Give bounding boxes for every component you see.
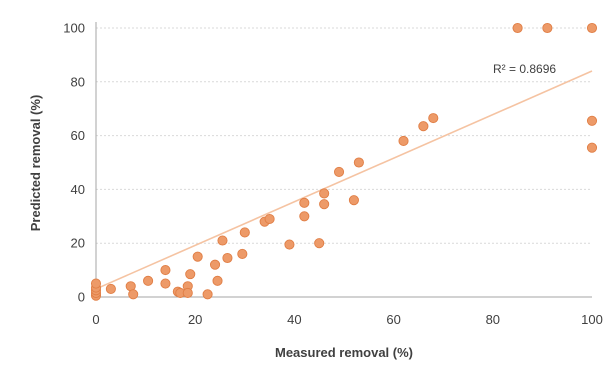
y-tick-label: 0 [78,290,85,305]
x-tick-label: 60 [386,312,400,327]
data-point [264,213,275,225]
data-point [398,135,409,147]
trendline [95,70,593,290]
data-point [542,22,553,34]
data-point [428,113,439,124]
data-point [217,235,228,246]
data-point [90,278,102,289]
data-point [105,283,116,294]
x-tick-label: 80 [486,312,500,327]
data-point [512,22,523,34]
data-point [202,289,213,300]
data-point [160,265,171,276]
y-tick-label: 100 [63,21,85,36]
data-point [348,195,359,206]
x-tick-label: 40 [287,312,301,327]
data-point [314,238,325,249]
x-tick-label: 100 [581,312,603,327]
data-point [586,115,598,126]
data-point [319,199,330,210]
r-squared-label: R² = 0.8696 [493,62,556,76]
data-point [192,251,203,262]
data-point [222,252,233,264]
data-point [284,239,295,250]
data-point [333,166,345,177]
data-point [418,121,429,132]
gridlines [96,27,592,244]
data-point [319,188,330,199]
data-point [586,22,598,34]
data-point [299,211,310,222]
y-tick-label: 40 [71,182,85,197]
data-point [237,248,248,260]
data-point [212,275,223,286]
y-axis-title: Predicted removal (%) [28,95,43,232]
x-tick-label: 0 [92,312,99,327]
data-point [586,142,598,153]
data-point [160,278,171,289]
data-point [182,287,193,299]
data-point [209,259,221,270]
data-point [353,157,364,168]
y-tick-label: 80 [71,74,85,89]
x-tick-label: 20 [188,312,202,327]
x-axis-title: Measured removal (%) [275,345,413,360]
x-tick-labels: 0 20 40 60 80 100 [92,312,602,327]
data-point [185,269,196,280]
data-points [90,22,598,301]
y-tick-labels: 0 20 40 60 80 100 [63,21,85,305]
data-point [239,227,250,238]
data-point [299,197,310,208]
data-point [143,275,154,286]
y-tick-label: 60 [71,128,85,143]
data-point [128,289,139,300]
y-tick-label: 20 [71,236,85,251]
